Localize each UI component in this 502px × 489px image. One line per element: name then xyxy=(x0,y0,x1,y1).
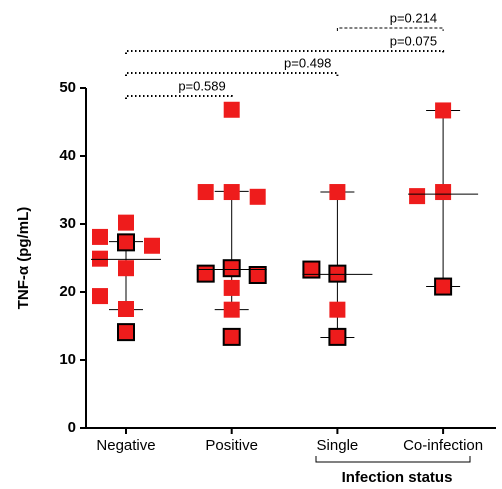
data-point xyxy=(223,184,240,201)
data-point xyxy=(435,184,452,201)
x-tick-label: Positive xyxy=(205,437,258,454)
y-tick-label: 0 xyxy=(68,419,76,436)
data-point xyxy=(92,250,108,267)
data-point xyxy=(328,264,347,283)
data-point xyxy=(197,184,214,201)
x-tick-label: Co-infection xyxy=(403,437,483,454)
data-point xyxy=(118,214,134,231)
data-point xyxy=(222,259,241,278)
comparison-bracket xyxy=(125,95,233,99)
data-point xyxy=(329,301,346,318)
data-point xyxy=(409,188,426,205)
comparison-bracket xyxy=(125,72,339,76)
comparison-bracket xyxy=(336,27,444,31)
data-point xyxy=(248,266,267,284)
x-axis-title: Infection status xyxy=(342,469,453,486)
p-value-label: p=0.498 xyxy=(284,55,331,70)
data-point xyxy=(117,323,135,342)
y-axis-title: TNF-α (pg/mL) xyxy=(15,207,32,310)
data-point xyxy=(435,102,452,119)
data-point xyxy=(144,237,160,254)
y-tick-label: 40 xyxy=(59,147,76,164)
p-value-label: p=0.589 xyxy=(178,78,225,93)
data-point xyxy=(223,279,240,296)
group-bracket xyxy=(315,456,471,463)
y-tick-label: 10 xyxy=(59,351,76,368)
data-point xyxy=(196,264,215,283)
p-value-label: p=0.075 xyxy=(390,33,437,48)
data-point xyxy=(92,288,108,305)
data-point xyxy=(223,301,240,318)
comparison-bracket xyxy=(125,50,445,54)
x-tick-label: Negative xyxy=(96,437,155,454)
y-tick-label: 20 xyxy=(59,283,76,300)
data-point xyxy=(223,101,240,118)
x-tick-label: Single xyxy=(317,437,359,454)
data-point xyxy=(249,188,266,205)
data-point xyxy=(118,301,134,317)
p-value-label: p=0.214 xyxy=(390,10,437,25)
data-point xyxy=(117,233,135,252)
data-point xyxy=(222,327,241,346)
data-point xyxy=(329,184,346,201)
y-tick-label: 30 xyxy=(59,215,76,232)
data-point xyxy=(118,260,134,277)
data-point xyxy=(328,327,347,346)
data-point xyxy=(92,228,108,245)
y-tick-label: 50 xyxy=(59,79,76,96)
data-point xyxy=(302,260,321,279)
data-point xyxy=(434,277,453,296)
